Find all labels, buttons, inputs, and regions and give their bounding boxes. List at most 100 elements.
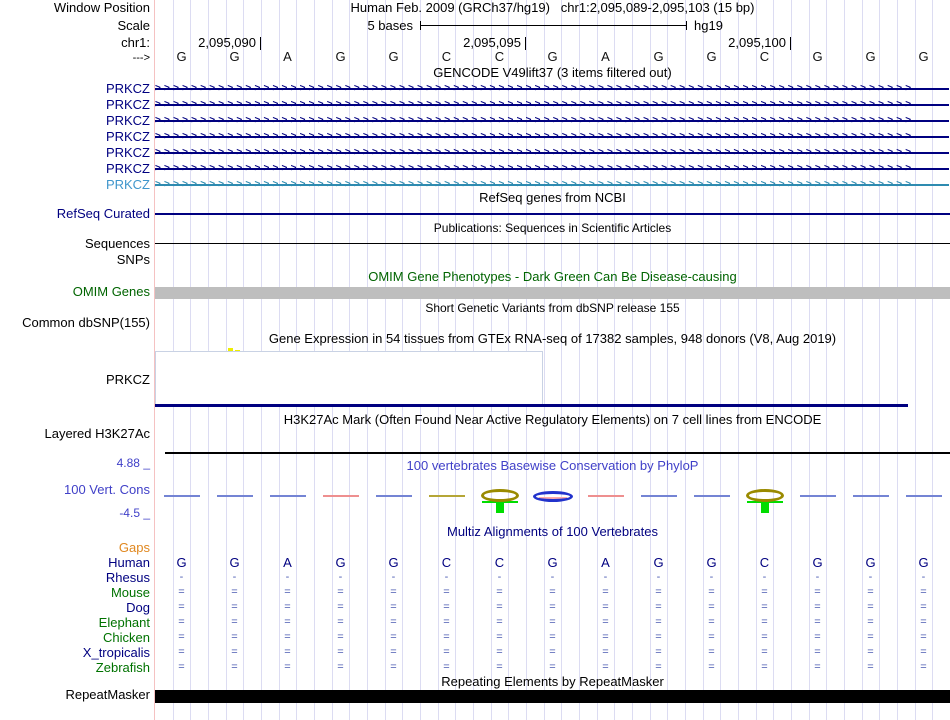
multiz-species-label-elephant[interactable]: Elephant bbox=[98, 615, 150, 630]
multiz-glyph-rhesus-4: - bbox=[391, 571, 396, 583]
multiz-glyph-chicken-14: = bbox=[920, 631, 927, 643]
sequences-track-line[interactable] bbox=[155, 243, 950, 244]
track-label-refseq-curated[interactable]: RefSeq Curated bbox=[56, 206, 150, 221]
position-text: chr1:2,095,089-2,095,103 (15 bp) bbox=[560, 0, 755, 15]
multiz-glyph-dog-13: = bbox=[867, 601, 874, 613]
multiz-glyph-x_tropicalis-5: = bbox=[443, 646, 450, 658]
refseq-title[interactable]: RefSeq genes from NCBI bbox=[479, 190, 626, 205]
phylop-dash-2 bbox=[269, 495, 306, 497]
multiz-glyph-elephant-1: = bbox=[231, 616, 238, 628]
track-label-omim-genes[interactable]: OMIM Genes bbox=[72, 284, 150, 299]
gencode-row-label-3[interactable]: PRKCZ bbox=[105, 129, 150, 144]
gencode-gene-row-1[interactable]: >>>>>>>>>>>>>>>>>>>>>>>>>>>>>>>>>>>>>>>>… bbox=[155, 98, 949, 111]
gencode-gene-row-3[interactable]: >>>>>>>>>>>>>>>>>>>>>>>>>>>>>>>>>>>>>>>>… bbox=[155, 130, 949, 143]
multiz-glyph-elephant-5: = bbox=[443, 616, 450, 628]
ruler-base-4: G bbox=[388, 49, 399, 64]
publications-title[interactable]: Publications: Sequences in Scientific Ar… bbox=[433, 221, 672, 235]
multiz-human-base-9: G bbox=[653, 555, 664, 570]
multiz-glyph-mouse-3: = bbox=[337, 586, 344, 598]
multiz-glyph-rhesus-7: - bbox=[550, 571, 555, 583]
multiz-species-label-mouse[interactable]: Mouse bbox=[110, 585, 150, 600]
gencode-gene-row-6[interactable]: >>>>>>>>>>>>>>>>>>>>>>>>>>>>>>>>>>>>>>>>… bbox=[155, 178, 949, 191]
multiz-glyph-x_tropicalis-1: = bbox=[231, 646, 238, 658]
omim-track-bar[interactable] bbox=[155, 287, 950, 299]
multiz-species-label-human[interactable]: Human bbox=[108, 555, 150, 570]
multiz-glyph-zebrafish-10: = bbox=[708, 661, 715, 673]
multiz-glyph-zebrafish-8: = bbox=[602, 661, 609, 673]
multiz-species-label-zebrafish[interactable]: Zebrafish bbox=[95, 660, 150, 675]
phylop-ring-underline-11 bbox=[746, 501, 783, 503]
multiz-species-label-dog[interactable]: Dog bbox=[126, 600, 150, 615]
track-label-gtex-gene[interactable]: PRKCZ bbox=[105, 372, 150, 387]
track-label-repeatmasker[interactable]: RepeatMasker bbox=[65, 687, 150, 702]
h3k27ac-title[interactable]: H3K27Ac Mark (Often Found Near Active Re… bbox=[283, 412, 822, 427]
gencode-row-label-6[interactable]: PRKCZ bbox=[105, 177, 150, 192]
ruler-base-11: C bbox=[759, 49, 770, 64]
phylop-dash-0 bbox=[163, 495, 200, 497]
scale-row-label: Scale bbox=[117, 18, 150, 33]
track-label-common-dbsnp[interactable]: Common dbSNP(155) bbox=[22, 315, 150, 330]
ruler-number-1: 2,095,095 bbox=[463, 35, 521, 50]
phylop-ring-6 bbox=[480, 489, 519, 502]
gencode-row-label-1[interactable]: PRKCZ bbox=[105, 97, 150, 112]
dbsnp-title[interactable]: Short Genetic Variants from dbSNP releas… bbox=[425, 301, 680, 315]
multiz-glyph-zebrafish-1: = bbox=[231, 661, 238, 673]
multiz-species-label-gaps[interactable]: Gaps bbox=[118, 540, 150, 555]
gencode-gene-row-2[interactable]: >>>>>>>>>>>>>>>>>>>>>>>>>>>>>>>>>>>>>>>>… bbox=[155, 114, 949, 127]
track-label-snps[interactable]: SNPs bbox=[116, 252, 150, 267]
multiz-glyph-rhesus-6: - bbox=[497, 571, 502, 583]
multiz-glyph-zebrafish-5: = bbox=[443, 661, 450, 673]
repeatmasker-title[interactable]: Repeating Elements by RepeatMasker bbox=[441, 674, 664, 689]
multiz-glyph-x_tropicalis-7: = bbox=[549, 646, 556, 658]
refseq-track-line[interactable] bbox=[155, 213, 950, 215]
gencode-gene-row-4[interactable]: >>>>>>>>>>>>>>>>>>>>>>>>>>>>>>>>>>>>>>>>… bbox=[155, 146, 949, 159]
omim-title[interactable]: OMIM Gene Phenotypes - Dark Green Can Be… bbox=[368, 269, 737, 284]
multiz-species-label-rhesus[interactable]: Rhesus bbox=[105, 570, 150, 585]
multiz-glyph-elephant-4: = bbox=[390, 616, 397, 628]
gencode-row-label-0[interactable]: PRKCZ bbox=[105, 81, 150, 96]
multiz-glyph-dog-8: = bbox=[602, 601, 609, 613]
phylop-ring-bar-11 bbox=[760, 503, 769, 513]
multiz-glyph-rhesus-0: - bbox=[179, 571, 184, 583]
phylop-title[interactable]: 100 vertebrates Basewise Conservation by… bbox=[406, 458, 699, 473]
multiz-glyph-elephant-7: = bbox=[549, 616, 556, 628]
repeatmasker-track-bar[interactable] bbox=[155, 690, 950, 703]
gencode-row-label-4[interactable]: PRKCZ bbox=[105, 145, 150, 160]
track-label-layered-h3k27ac[interactable]: Layered H3K27Ac bbox=[44, 426, 150, 441]
multiz-species-label-x_tropicalis[interactable]: X_tropicalis bbox=[82, 645, 150, 660]
phylop-dash-9 bbox=[640, 495, 677, 497]
multiz-glyph-x_tropicalis-0: = bbox=[178, 646, 185, 658]
phylop-ring-bar-6 bbox=[495, 503, 504, 513]
gencode-title[interactable]: GENCODE V49lift37 (3 items filtered out) bbox=[433, 65, 672, 80]
multiz-title[interactable]: Multiz Alignments of 100 Vertebrates bbox=[446, 524, 658, 539]
ruler-base-9: G bbox=[653, 49, 664, 64]
gencode-gene-row-0[interactable]: >>>>>>>>>>>>>>>>>>>>>>>>>>>>>>>>>>>>>>>>… bbox=[155, 82, 949, 95]
scale-bar-line bbox=[420, 25, 686, 26]
h3k27ac-track-line[interactable] bbox=[165, 452, 950, 454]
window-position-title: Human Feb. 2009 (GRCh37/hg19) chr1:2,095… bbox=[155, 1, 950, 14]
multiz-species-label-chicken[interactable]: Chicken bbox=[103, 630, 150, 645]
multiz-glyph-dog-2: = bbox=[284, 601, 291, 613]
gtex-title[interactable]: Gene Expression in 54 tissues from GTEx … bbox=[268, 331, 837, 346]
multiz-glyph-dog-14: = bbox=[920, 601, 927, 613]
multiz-glyph-dog-7: = bbox=[549, 601, 556, 613]
gencode-gene-row-5[interactable]: >>>>>>>>>>>>>>>>>>>>>>>>>>>>>>>>>>>>>>>>… bbox=[155, 162, 949, 175]
multiz-glyph-x_tropicalis-10: = bbox=[708, 646, 715, 658]
multiz-glyph-elephant-12: = bbox=[814, 616, 821, 628]
scale-bases-label: 5 bases bbox=[367, 18, 413, 33]
ruler-number-0: 2,095,090 bbox=[198, 35, 256, 50]
multiz-glyph-rhesus-9: - bbox=[656, 571, 661, 583]
phylop-dash-3 bbox=[322, 495, 359, 497]
phylop-dash-4 bbox=[375, 495, 412, 497]
phylop-dash-12 bbox=[799, 495, 836, 497]
gencode-row-label-2[interactable]: PRKCZ bbox=[105, 113, 150, 128]
phylop-max-label: 4.88 _ bbox=[116, 456, 150, 470]
phylop-dash-14 bbox=[905, 495, 942, 497]
multiz-human-base-10: G bbox=[706, 555, 717, 570]
multiz-glyph-dog-0: = bbox=[178, 601, 185, 613]
multiz-glyph-elephant-13: = bbox=[867, 616, 874, 628]
track-label-sequences[interactable]: Sequences bbox=[84, 236, 150, 251]
track-label-100-vert-cons[interactable]: 100 Vert. Cons bbox=[64, 482, 150, 497]
multiz-glyph-elephant-14: = bbox=[920, 616, 927, 628]
gencode-row-label-5[interactable]: PRKCZ bbox=[105, 161, 150, 176]
